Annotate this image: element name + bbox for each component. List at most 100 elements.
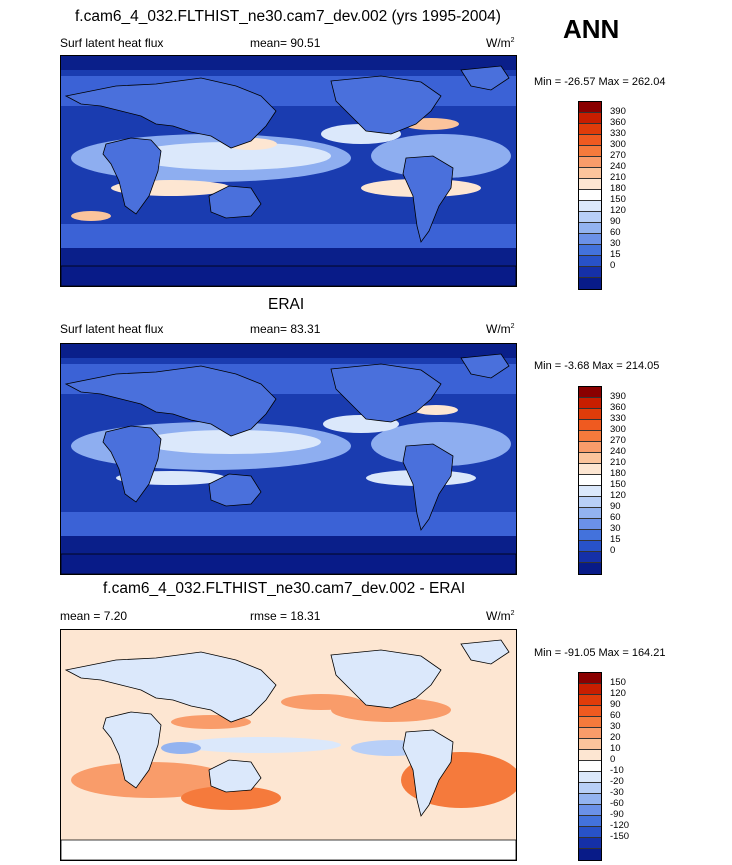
colorbar-tick: 0: [610, 260, 616, 271]
colorbar-tick: 10: [610, 743, 621, 754]
colorbar-tick: 15: [610, 249, 621, 260]
colorbar-swatch: [579, 706, 601, 717]
colorbar-swatch: [579, 695, 601, 706]
colorbar-swatch: [579, 717, 601, 728]
panel-1-variable-label: Surf latent heat flux: [60, 36, 164, 50]
panel-1-mean-label: mean= 90.51: [250, 36, 321, 50]
colorbar-tick: 120: [610, 688, 626, 699]
colorbar-tick: 270: [610, 435, 626, 446]
colorbar-swatch: [579, 245, 601, 256]
panel-2-colorbar: [578, 386, 602, 575]
colorbar-swatch: [579, 420, 601, 431]
colorbar-swatch: [579, 794, 601, 805]
colorbar-tick: 90: [610, 216, 621, 227]
colorbar-swatch: [579, 849, 601, 860]
colorbar-tick: -90: [610, 809, 624, 820]
panel-3-colorbar: [578, 672, 602, 861]
colorbar-tick: 180: [610, 468, 626, 479]
panel-3-map: [60, 629, 517, 861]
panel-3-mean-label: mean = 7.20: [60, 609, 128, 623]
colorbar-swatch: [579, 464, 601, 475]
colorbar-swatch: [579, 563, 601, 574]
colorbar-tick: 150: [610, 194, 626, 205]
colorbar-tick: 20: [610, 732, 621, 743]
colorbar-swatch: [579, 552, 601, 563]
colorbar-tick: 210: [610, 457, 626, 468]
colorbar-tick: -30: [610, 787, 624, 798]
colorbar-tick: 0: [610, 754, 616, 765]
colorbar-swatch: [579, 783, 601, 794]
colorbar-tick: 210: [610, 172, 626, 183]
colorbar-tick: 240: [610, 446, 626, 457]
colorbar-swatch: [579, 157, 601, 168]
colorbar-swatch: [579, 508, 601, 519]
colorbar-tick: 330: [610, 128, 626, 139]
colorbar-swatch: [579, 212, 601, 223]
colorbar-swatch: [579, 201, 601, 212]
colorbar-swatch: [579, 113, 601, 124]
panel-1-minmax: Min = -26.57 Max = 262.04: [534, 76, 666, 88]
colorbar-tick: 60: [610, 512, 621, 523]
colorbar-tick: 30: [610, 721, 621, 732]
colorbar-swatch: [579, 805, 601, 816]
colorbar-swatch: [579, 442, 601, 453]
colorbar-tick: 120: [610, 205, 626, 216]
colorbar-tick: 30: [610, 523, 621, 534]
panel-2-mean-label: mean= 83.31: [250, 322, 321, 336]
colorbar-tick: -20: [610, 776, 624, 787]
panel-3-units: W/m2: [486, 609, 515, 623]
colorbar-swatch: [579, 168, 601, 179]
colorbar-swatch: [579, 124, 601, 135]
colorbar-swatch: [579, 387, 601, 398]
colorbar-swatch: [579, 739, 601, 750]
colorbar-swatch: [579, 750, 601, 761]
colorbar-tick: 180: [610, 183, 626, 194]
colorbar-tick: 150: [610, 677, 626, 688]
colorbar-swatch: [579, 267, 601, 278]
colorbar-swatch: [579, 234, 601, 245]
colorbar-swatch: [579, 453, 601, 464]
colorbar-swatch: [579, 146, 601, 157]
colorbar-tick: 330: [610, 413, 626, 424]
colorbar-tick: 120: [610, 490, 626, 501]
colorbar-swatch: [579, 223, 601, 234]
colorbar-swatch: [579, 728, 601, 739]
colorbar-swatch: [579, 673, 601, 684]
colorbar-swatch: [579, 497, 601, 508]
colorbar-tick: -120: [610, 820, 630, 831]
colorbar-tick: -10: [610, 765, 624, 776]
colorbar-swatch: [579, 256, 601, 267]
colorbar-swatch: [579, 684, 601, 695]
colorbar-tick: 300: [610, 139, 626, 150]
colorbar-swatch: [579, 816, 601, 827]
panel-2-variable-label: Surf latent heat flux: [60, 322, 164, 336]
colorbar-tick: 270: [610, 150, 626, 161]
colorbar-tick: -60: [610, 798, 624, 809]
colorbar-swatch: [579, 278, 601, 289]
colorbar-swatch: [579, 761, 601, 772]
panel-3-minmax: Min = -91.05 Max = 164.21: [534, 647, 666, 659]
panel-2-title: ERAI: [268, 296, 305, 313]
colorbar-swatch: [579, 398, 601, 409]
colorbar-tick: 390: [610, 106, 626, 117]
colorbar-tick: 240: [610, 161, 626, 172]
colorbar-swatch: [579, 409, 601, 420]
colorbar-tick: 15: [610, 534, 621, 545]
colorbar-swatch: [579, 541, 601, 552]
panel-1-map: [60, 55, 517, 287]
panel-2-units: W/m2: [486, 322, 515, 336]
colorbar-swatch: [579, 190, 601, 201]
colorbar-tick: 90: [610, 699, 621, 710]
colorbar-swatch: [579, 827, 601, 838]
colorbar-swatch: [579, 838, 601, 849]
panel-2-minmax: Min = -3.68 Max = 214.05: [534, 360, 660, 372]
colorbar-tick: 390: [610, 391, 626, 402]
colorbar-swatch: [579, 179, 601, 190]
colorbar-swatch: [579, 519, 601, 530]
colorbar-swatch: [579, 486, 601, 497]
colorbar-swatch: [579, 102, 601, 113]
panel-3-title: f.cam6_4_032.FLTHIST_ne30.cam7_dev.002 -…: [103, 580, 466, 597]
season-label: ANN: [563, 14, 620, 44]
colorbar-tick: 90: [610, 501, 621, 512]
colorbar-swatch: [579, 530, 601, 541]
